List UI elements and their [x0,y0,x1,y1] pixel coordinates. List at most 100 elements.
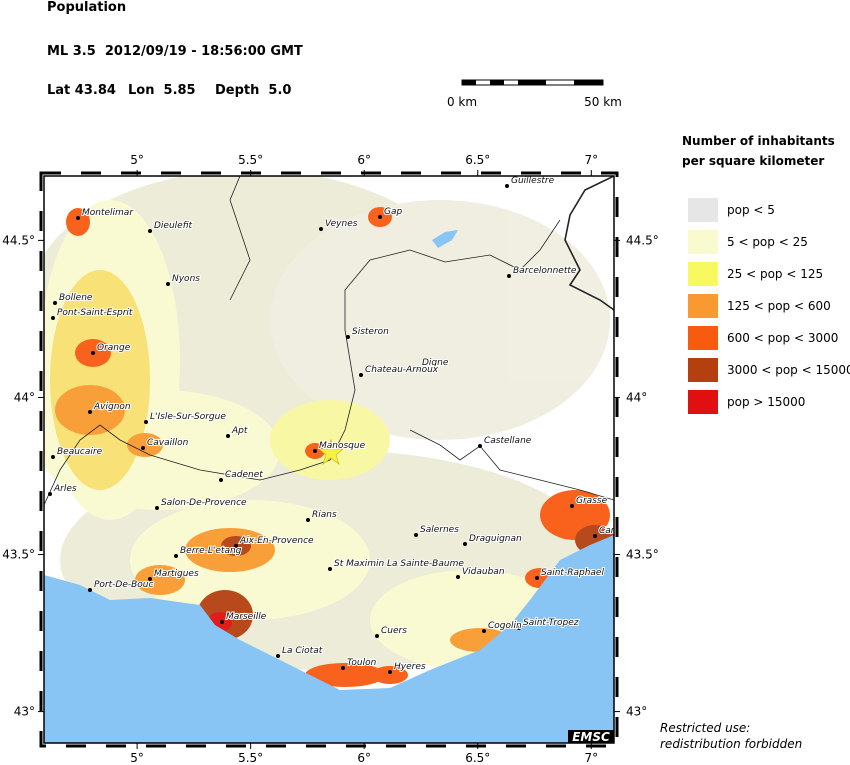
place-label: Sisteron [352,327,389,337]
place-label: Cuers [381,626,407,636]
epicenter [318,439,344,465]
scale-seg [462,80,476,85]
x-tick-label: 6° [357,153,371,167]
place-dot [388,670,392,674]
place-label: Cadenet [225,470,263,480]
place-label: Guillestre [511,176,555,186]
place-label: Grasse [576,496,608,506]
lake [432,230,458,248]
place-label: Cogolin [488,621,522,631]
place-dot [141,446,145,450]
logo-bg [568,730,614,743]
legend-swatch [688,358,718,382]
y-tick-label: 43.5° [2,548,35,562]
place-dot [570,504,574,508]
place-dot [226,434,230,438]
place-label: Hyeres [394,662,426,672]
place-dot [91,351,95,355]
place-dot [148,229,152,233]
place-label: Manosque [319,441,366,451]
place-label: Saint-Tropez [523,618,579,628]
place-label: Castellane [484,436,532,446]
place-dot [507,274,511,278]
place-dot [51,455,55,459]
place-label: Martigues [154,569,199,579]
place-dot [166,282,170,286]
legend-swatch [688,326,718,350]
place-dot [328,567,332,571]
place-dot [276,654,280,658]
place-dot [174,554,178,558]
sea [44,535,614,743]
logo: EMSC [572,730,610,744]
place-label: Montelimar [82,208,134,218]
place-dot [378,215,382,219]
map-border [39,171,619,748]
place-label: Orange [97,343,131,353]
x-tick-label: 6.5° [465,153,490,167]
place-dot [155,506,159,510]
x-tick-label: 6.5° [465,751,490,765]
place-dot [144,420,148,424]
place-label: Berre-L'etang [180,546,242,556]
place-label: Pont-Saint-Esprit [57,308,133,318]
legend-label: 600 < pop < 3000 [727,331,838,345]
scale-bar [461,79,604,86]
place-dot [346,335,350,339]
map-frame [43,175,615,744]
place-dot [517,626,521,630]
place-dot [341,666,345,670]
place-label: Gap [384,207,402,217]
x-tick-label: 5.5° [238,751,263,765]
place-dot [319,227,323,231]
scale-end: 50 km [584,95,622,109]
y-tick-label: 43° [626,705,647,719]
place-dot [416,366,420,370]
legend-swatch [688,198,718,222]
title: Population [47,0,126,15]
place-label: Vidauban [462,567,505,577]
place-label: Barcelonnette [513,266,577,276]
place-dot [48,492,52,496]
place-dot [220,620,224,624]
legend-title: per square kilometer [682,154,824,168]
y-tick-label: 43.5° [626,548,659,562]
place-label: Salernes [420,525,459,535]
place-label: Arles [53,484,77,494]
place-label: Apt [231,426,248,436]
place-dot [53,301,57,305]
y-tick-label: 44.5° [626,233,659,247]
place-label: Chateau-Arnoux [365,365,439,375]
place-dot [88,588,92,592]
place-dot [76,216,80,220]
x-tick-label: 5.5° [238,153,263,167]
x-tick-label: 5° [130,751,144,765]
place-dot [306,518,310,522]
place-label: Rians [312,510,337,520]
event: ML 3.5 2012/09/19 - 18:56:00 GMT [47,44,303,59]
lon: Lon 5.85 [128,83,196,98]
legend-label: 125 < pop < 600 [727,299,831,313]
legend-label: pop > 15000 [727,395,805,409]
place-dot [88,410,92,414]
density [44,176,614,687]
place-dot [51,316,55,320]
place-dot [234,544,238,548]
legend-swatch [688,390,718,414]
notice: Restricted use: [660,721,750,735]
legend-label: 5 < pop < 25 [727,235,808,249]
place-dot [456,575,460,579]
x-tick-label: 5° [130,153,144,167]
borders [44,176,614,506]
scale-start: 0 km [447,95,477,109]
depth: Depth 5.0 [215,83,291,98]
legend-swatch [688,294,718,318]
place-label: Aix-En-Provence [239,536,314,546]
place-label: Beaucaire [57,447,103,457]
place-dot [593,534,597,538]
place-label: L'Isle-Sur-Sorgue [150,412,226,422]
place-dot [148,577,152,581]
notice: redistribution forbidden [660,737,802,751]
x-tick-label: 7° [584,153,598,167]
legend-swatch [688,262,718,286]
